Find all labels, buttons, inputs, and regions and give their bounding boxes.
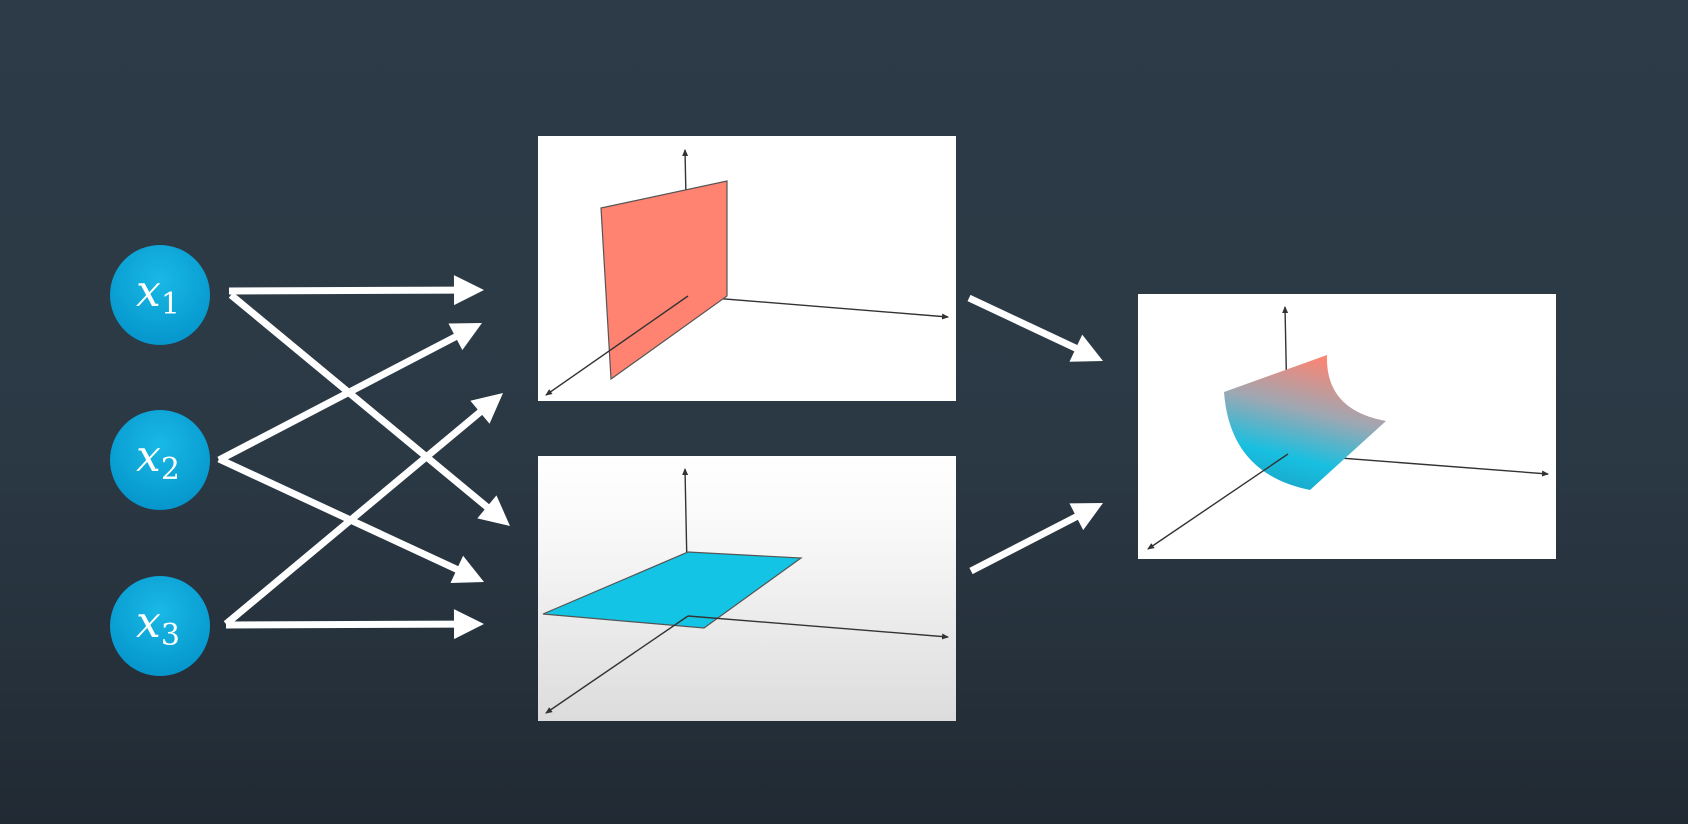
input-node-x2: x2 (110, 410, 210, 510)
arrow-x2-to-top-panel (217, 323, 482, 464)
arrow-x2-to-bottom-panel (217, 455, 484, 583)
node-var-label: x (136, 431, 161, 482)
arrow-x1-to-bottom-panel (228, 292, 510, 526)
node-subscript-label: 2 (161, 452, 180, 487)
arrow-x1-to-top-panel (228, 275, 484, 306)
svg-text:x3: x3 (136, 597, 180, 653)
arrow-bottom-panel-to-output (969, 503, 1103, 575)
arrow-top-panel-to-output (967, 294, 1103, 362)
input-arrows (217, 275, 510, 640)
svg-text:x2: x2 (136, 431, 180, 487)
arrow-x3-to-bottom-panel (225, 609, 484, 640)
vertical-plane-surface (600, 180, 728, 381)
curved-surface (1224, 355, 1386, 490)
node-subscript-label: 3 (161, 618, 180, 653)
arrow-x3-to-top-panel (223, 393, 503, 627)
node-subscript-label: 1 (161, 287, 180, 322)
panel-vertical-plane (538, 136, 956, 401)
input-node-x3: x3 (110, 576, 210, 676)
svg-text:x1: x1 (136, 266, 180, 322)
horizontal-plane-surface (542, 551, 803, 629)
node-var-label: x (136, 597, 161, 648)
output-arrows (967, 294, 1103, 575)
panel-horizontal-plane (538, 456, 956, 721)
node-var-label: x (136, 266, 161, 317)
input-node-x1: x1 (110, 245, 210, 345)
panel-curved-surface (1138, 294, 1556, 559)
